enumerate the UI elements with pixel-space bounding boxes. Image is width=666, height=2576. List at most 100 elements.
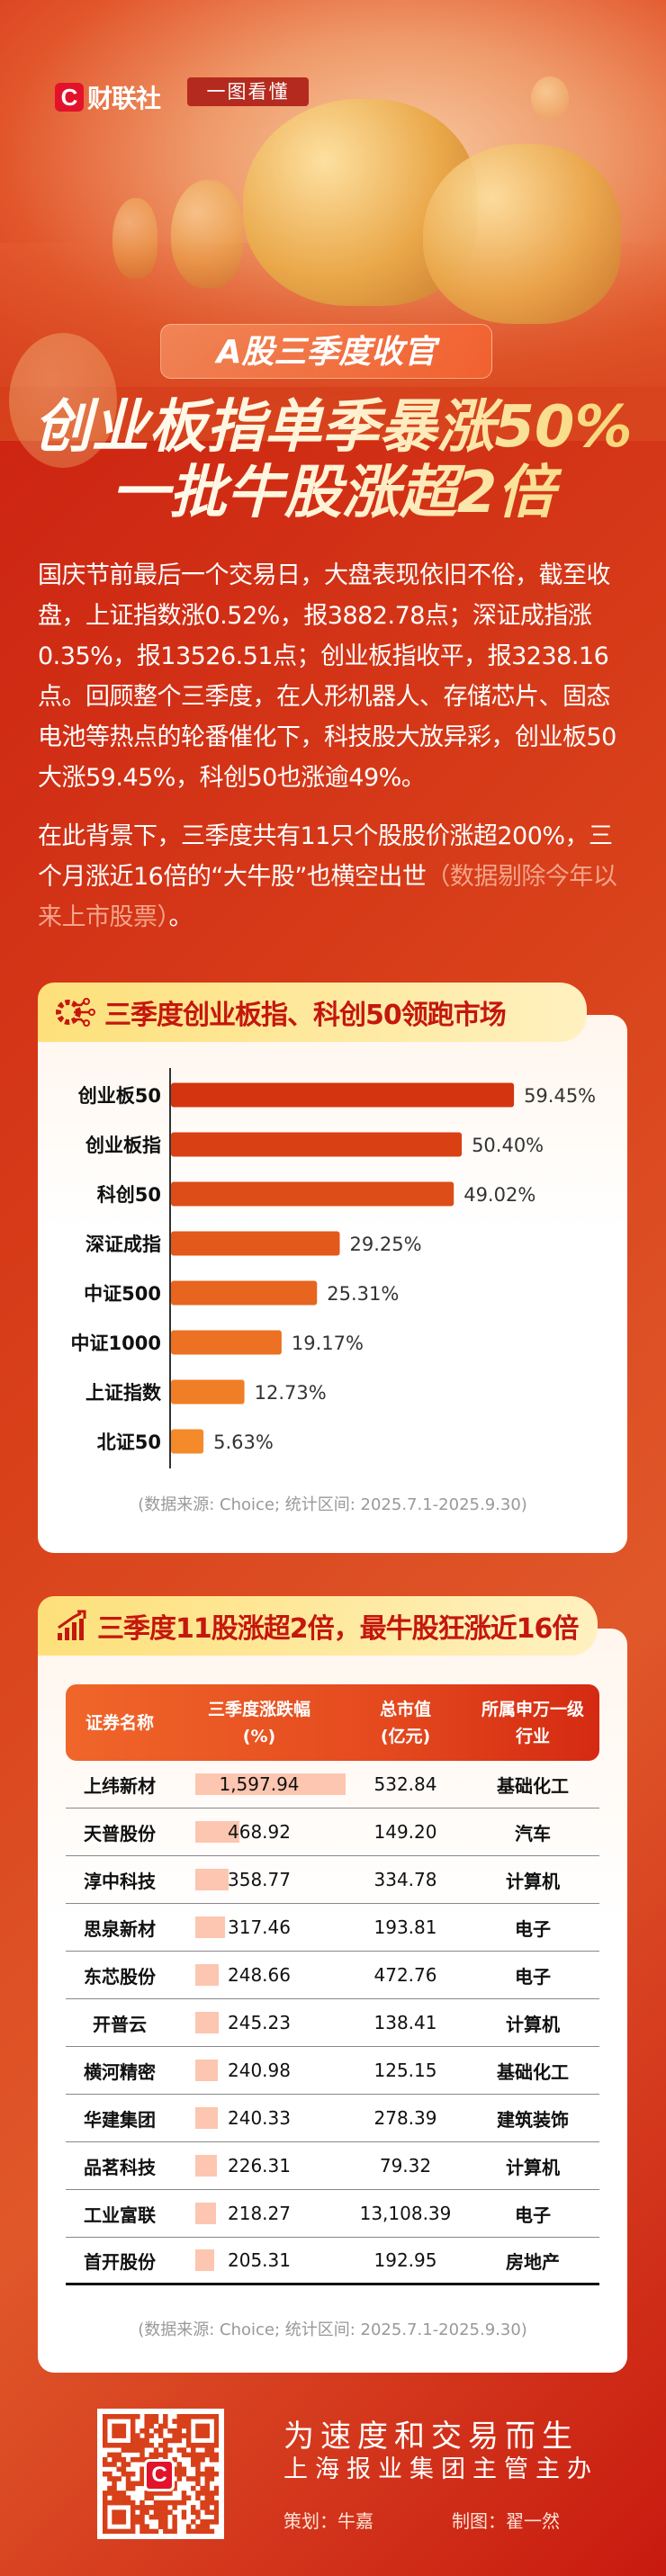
change-bar <box>195 1869 230 1890</box>
value-label: 29.25% <box>349 1234 421 1255</box>
intro-p2-end: 。 <box>168 903 194 931</box>
cls-logo: C 财联社 <box>55 79 161 115</box>
bar <box>171 1231 340 1256</box>
industry: 基础化工 <box>497 2060 569 2083</box>
gold-bull-image <box>112 198 158 279</box>
value-label: 19.17% <box>292 1333 364 1354</box>
value-label: 5.63% <box>213 1432 274 1453</box>
value-label: 49.02% <box>464 1184 536 1206</box>
stock-name: 工业富联 <box>84 2204 156 2226</box>
qr-logo-icon: C <box>144 2459 175 2491</box>
chart-source: (数据来源: Choice; 统计区间: 2025.7.1-2025.9.30) <box>138 1495 527 1514</box>
header-industry: 所属申万一级 行业 <box>481 1699 584 1746</box>
change-cell: 245.23 <box>174 2012 345 2033</box>
intro-p2-main: 在此背景下，三季度共有11只个股股价涨超200%，三个月涨近16倍的“大牛股”也… <box>38 822 613 891</box>
logo-text: 财联社 <box>87 84 161 113</box>
category-label: 深证成指 <box>86 1234 161 1255</box>
planner-credit: 策划：牛嘉 <box>284 2510 374 2532</box>
topic-pill: A股三季度收官 <box>160 324 492 379</box>
market-cap: 138.41 <box>374 2012 437 2033</box>
index-bar-chart: 创业板50 59.45% 创业板指 50.40% 科创50 49.02% 深证成指 29.25… <box>71 1068 596 1468</box>
table-title: 三季度11股涨超2倍，最牛股狂涨近16倍 <box>97 1613 579 1645</box>
change-bar <box>195 2060 219 2081</box>
table-row: 首开股份 205.31 192.95 房地产 <box>66 2238 599 2285</box>
market-cap: 125.15 <box>374 2060 437 2081</box>
change-bar <box>195 1821 239 1843</box>
stock-name: 思泉新材 <box>84 1917 156 1940</box>
category-label: 科创50 <box>97 1184 161 1206</box>
qr-code-pattern <box>103 2414 220 2535</box>
category-label: 上证指数 <box>86 1382 162 1404</box>
industry: 计算机 <box>506 1870 560 1892</box>
stock-name: 东芯股份 <box>84 1965 156 1988</box>
industry: 电子 <box>515 1917 551 1940</box>
headline-line2: 一批牛股涨超2倍 <box>0 462 666 525</box>
change-value: 205.31 <box>228 2249 291 2271</box>
market-cap: 149.20 <box>374 1821 437 1843</box>
change-bar <box>195 2155 217 2177</box>
market-cap: 193.81 <box>374 1916 437 1938</box>
logo-icon: C <box>55 83 84 112</box>
table-row: 东芯股份 248.66 472.76 电子 <box>66 1952 599 1999</box>
category-label: 中证500 <box>84 1283 161 1305</box>
table-row: 开普云 245.23 138.41 计算机 <box>66 1999 599 2047</box>
header-name: 证券名称 <box>85 1712 154 1733</box>
stock-table: 证券名称 三季度涨跌幅 (%) 总市值 (亿元) 所属申万一级 行业 上纬新材 … <box>66 1684 599 2285</box>
industry: 计算机 <box>506 2013 560 2035</box>
change-value: 240.33 <box>228 2107 291 2129</box>
change-value: 218.27 <box>228 2203 291 2224</box>
slogan: 为速度和交易而生 <box>284 2419 579 2455</box>
value-label: 50.40% <box>472 1135 544 1156</box>
bar <box>171 1082 515 1108</box>
stock-name: 品茗科技 <box>84 2156 156 2178</box>
market-cap: 472.76 <box>374 1964 437 1986</box>
industry: 电子 <box>515 2204 551 2226</box>
qr-code[interactable]: C <box>97 2409 224 2539</box>
value-label: 59.45% <box>524 1085 596 1107</box>
change-cell: 240.33 <box>174 2107 345 2129</box>
market-cap: 192.95 <box>374 2249 437 2271</box>
stock-name: 首开股份 <box>84 2250 156 2273</box>
market-cap: 334.78 <box>374 1869 437 1890</box>
table-row: 横河精密 240.98 125.15 基础化工 <box>66 2047 599 2095</box>
industry: 建筑装饰 <box>497 2108 569 2131</box>
category-label: 中证1000 <box>71 1333 161 1354</box>
table-row: 上纬新材 1,597.94 532.84 基础化工 <box>66 1761 599 1809</box>
change-cell: 1,597.94 <box>174 1773 346 1795</box>
chart-title: 三季度创业板指、科创50领跑市场 <box>104 1000 507 1031</box>
market-cap: 532.84 <box>374 1773 437 1795</box>
value-label: 12.73% <box>255 1382 327 1404</box>
gold-bull-image <box>171 180 243 288</box>
change-bar <box>195 1773 346 1795</box>
industry: 计算机 <box>506 2156 560 2178</box>
change-value: 226.31 <box>228 2155 291 2177</box>
stock-name: 横河精密 <box>84 2060 156 2083</box>
table-row: 淳中科技 358.77 334.78 计算机 <box>66 1856 599 1904</box>
table-row: 思泉新材 317.46 193.81 电子 <box>66 1904 599 1952</box>
header-mktcap: 总市值 (亿元) <box>379 1699 431 1746</box>
intro-paragraph-2: 在此背景下，三季度共有11只个股股价涨超200%，三个月涨近16倍的“大牛股”也… <box>38 816 628 938</box>
rising-bar-chart-icon <box>58 1610 86 1640</box>
change-value: 1,597.94 <box>219 1773 300 1795</box>
market-cap: 278.39 <box>374 2107 437 2129</box>
chart-title-tab: 三季度创业板指、科创50领跑市场 <box>38 983 587 1042</box>
table-source: (数据来源: Choice; 统计区间: 2025.7.1-2025.9.30) <box>138 2320 527 2339</box>
stock-name: 天普股份 <box>84 1822 156 1844</box>
category-label: 北证50 <box>97 1432 161 1453</box>
change-bar <box>195 2107 219 2129</box>
bar <box>171 1330 282 1355</box>
change-bar <box>195 1964 219 1986</box>
stock-name: 开普云 <box>93 2013 147 2035</box>
publisher-line: 上海报业集团主管主办 <box>284 2455 598 2483</box>
industry: 房地产 <box>506 2250 560 2273</box>
stock-name: 淳中科技 <box>84 1870 156 1892</box>
table-row: 品茗科技 226.31 79.32 计算机 <box>66 2142 599 2190</box>
change-bar <box>195 2203 216 2224</box>
change-value: 245.23 <box>228 2012 291 2033</box>
change-value: 358.77 <box>228 1869 291 1890</box>
change-value: 240.98 <box>228 2060 291 2081</box>
coin-decoration <box>531 76 569 120</box>
change-value: 248.66 <box>228 1964 291 1986</box>
intro-paragraph-1: 国庆节前最后一个交易日，大盘表现依旧不俗，截至收盘，上证指数涨0.52%，报38… <box>38 561 616 792</box>
intro-p2-note: （数据剔除今年以来上市股票） <box>38 863 617 931</box>
